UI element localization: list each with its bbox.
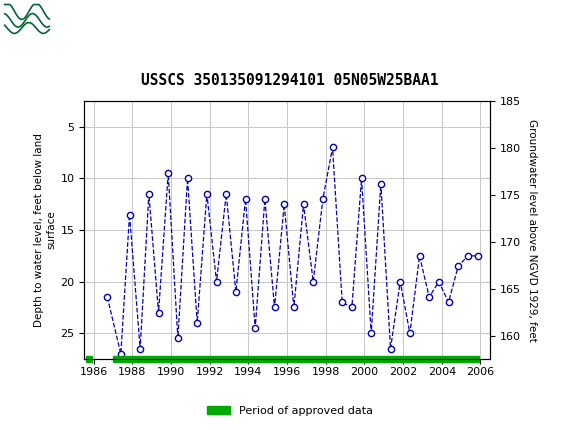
Y-axis label: Depth to water level, feet below land
surface: Depth to water level, feet below land su… [34, 133, 56, 327]
FancyBboxPatch shape [3, 3, 96, 42]
Legend: Period of approved data: Period of approved data [203, 401, 377, 420]
Bar [113, 356, 478, 362]
Y-axis label: Groundwater level above NGVD 1929, feet: Groundwater level above NGVD 1929, feet [527, 119, 536, 341]
Bar [86, 356, 92, 362]
Text: USSCS 350135091294101 05N05W25BAA1: USSCS 350135091294101 05N05W25BAA1 [142, 73, 438, 88]
Text: USGS: USGS [55, 13, 115, 32]
